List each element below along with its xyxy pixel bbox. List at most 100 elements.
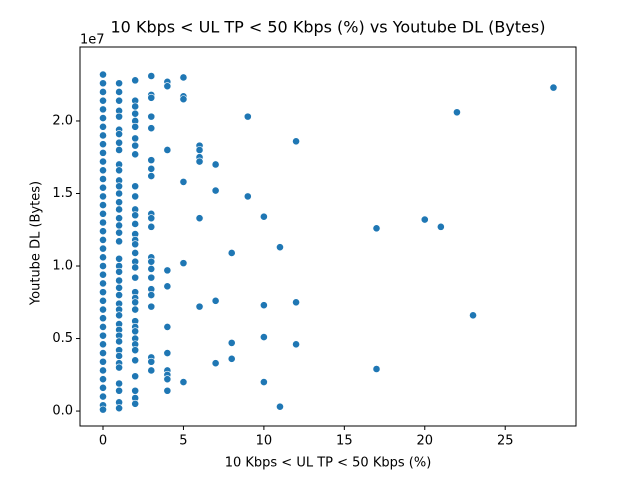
y-tick-label: 0.0 [52, 404, 73, 419]
point [115, 283, 123, 292]
point [115, 96, 123, 105]
point [179, 95, 188, 104]
x-tick-label: 20 [416, 434, 433, 449]
point [453, 108, 461, 117]
point [469, 311, 477, 320]
point [115, 404, 123, 413]
point [147, 366, 156, 375]
y-tick-label: 2.0 [52, 113, 73, 128]
point [292, 340, 300, 349]
point [115, 228, 123, 237]
point [115, 189, 123, 198]
point [99, 183, 107, 192]
point [115, 352, 123, 360]
point [115, 79, 123, 88]
point [99, 314, 107, 323]
point [131, 122, 140, 131]
point [99, 79, 107, 88]
point [163, 386, 172, 395]
point [131, 141, 140, 150]
point [131, 298, 140, 307]
point [179, 378, 188, 386]
point [131, 182, 140, 191]
point [115, 276, 123, 285]
chart-title: 10 Kbps < UL TP < 50 Kbps (%) vs Youtube… [111, 18, 546, 37]
point [147, 257, 156, 266]
plot-frame [79, 46, 577, 427]
point [420, 215, 429, 224]
point [147, 291, 156, 299]
point [115, 237, 123, 246]
point [147, 357, 156, 366]
point [195, 214, 204, 223]
point [115, 267, 123, 276]
point [99, 366, 107, 375]
point [259, 378, 268, 386]
point [211, 186, 220, 195]
point [99, 392, 107, 401]
point [99, 157, 107, 166]
point [211, 359, 220, 368]
point [276, 243, 284, 252]
point [131, 211, 140, 220]
point [115, 146, 123, 154]
point [99, 140, 107, 149]
point [259, 301, 268, 310]
point [243, 112, 252, 121]
point [131, 346, 140, 355]
point [99, 131, 107, 140]
x-tick-label: 25 [497, 434, 514, 449]
point [131, 273, 140, 282]
point [99, 148, 107, 157]
point [115, 214, 123, 223]
point [131, 386, 140, 395]
point [147, 124, 156, 133]
point [99, 244, 107, 253]
point [99, 349, 107, 357]
point [99, 279, 107, 288]
point [131, 356, 140, 365]
point [115, 138, 123, 147]
point [147, 222, 156, 231]
point [99, 209, 107, 218]
point [99, 357, 107, 366]
y-tick-label: 1.0 [52, 259, 73, 274]
point [147, 164, 156, 173]
point [131, 240, 140, 249]
point [163, 375, 172, 384]
point [131, 399, 140, 408]
point [131, 263, 140, 272]
point [99, 201, 107, 209]
x-tick-label: 0 [99, 434, 107, 449]
point [99, 236, 107, 244]
point [115, 337, 123, 346]
y-axis-label: Youtube DL (Bytes) [29, 181, 44, 306]
point [195, 302, 204, 311]
point [131, 109, 140, 118]
point [131, 134, 140, 143]
point [147, 112, 156, 121]
point [99, 405, 107, 414]
point [131, 372, 140, 381]
point [115, 254, 123, 263]
point [99, 88, 107, 96]
x-tick-label: 15 [336, 434, 353, 449]
point [115, 221, 123, 230]
point [99, 288, 107, 297]
point [99, 375, 107, 384]
point [115, 379, 123, 388]
point [115, 112, 123, 121]
point [436, 222, 445, 231]
point [292, 137, 300, 146]
point [99, 192, 107, 201]
point [115, 88, 123, 96]
point [227, 249, 236, 257]
point [115, 166, 123, 175]
point [131, 150, 140, 159]
point [99, 96, 107, 105]
point [147, 214, 156, 223]
point [99, 253, 107, 262]
point [115, 386, 123, 395]
